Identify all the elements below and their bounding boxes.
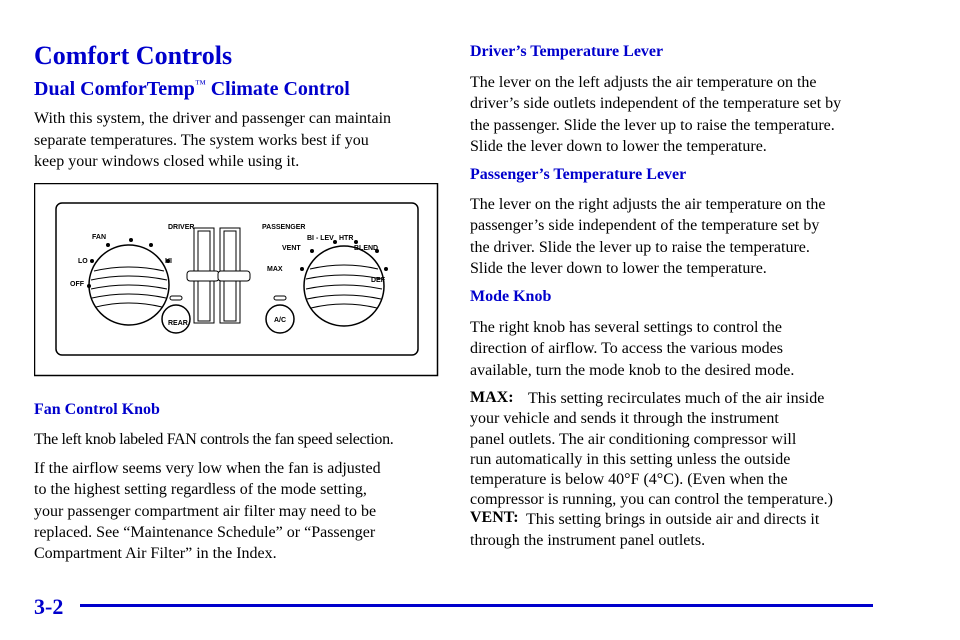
text-line: The lever on the right adjusts the air t… (470, 196, 826, 213)
text-line: through the instrument panel outlets. (470, 532, 706, 550)
text-line: the driver. Slide the lever up to raise … (470, 238, 810, 256)
figure-label: MAX (267, 266, 283, 273)
trademark: ™ (194, 78, 206, 91)
page-number: 3-2 (34, 594, 64, 619)
text-line: driver’s side outlets independent of the… (470, 95, 842, 113)
subtitle-text: Climate Control (210, 78, 350, 100)
ac-button[interactable] (265, 304, 295, 334)
paragraph: The lever on the left adjusts the air te… (470, 72, 841, 157)
text-line: This setting recirculates much of the ai… (528, 390, 825, 407)
text-line: available, turn the mode knob to the des… (470, 361, 795, 379)
text-line: With this system, the driver and passeng… (34, 110, 392, 127)
text-line: replaced. See “Maintenance Schedule” or … (34, 523, 376, 541)
text-line: run automatically in this setting unless… (470, 450, 791, 468)
figure-label: BLEND (354, 245, 378, 252)
figure-label: LO (78, 258, 88, 265)
section-heading: Driver’s Temperature Lever (470, 43, 664, 60)
subtitle: Dual ComforTemp™ Climate Control (34, 78, 350, 101)
paragraph: This setting brings in outside air and d… (470, 509, 819, 552)
paragraph: With this system, the driver and passeng… (34, 108, 391, 173)
text-line: panel outlets. The air conditioning comp… (470, 430, 797, 448)
text-line: The left knob labeled FAN controls the f… (34, 431, 394, 448)
figure-label: HI (165, 258, 172, 265)
text-line: If the airflow seems very low when the f… (34, 460, 381, 477)
text-line: temperature is below 40°F (4°C). (Even w… (470, 471, 788, 489)
text-line: the passenger. Slide the lever up to rai… (470, 116, 835, 134)
paragraph: The right knob has several settings to c… (470, 317, 794, 381)
text-line: your passenger compartment air filter ma… (34, 502, 377, 520)
figure-label: OFF (70, 281, 85, 288)
section-heading: Mode Knob (470, 288, 552, 305)
term: VENT: (470, 509, 519, 526)
text-line: The lever on the left adjusts the air te… (470, 74, 817, 91)
paragraph: The left knob labeled FAN controls the f… (34, 429, 394, 451)
text-line: compressor is running, you can control t… (470, 491, 833, 509)
text-line: Slide the lever down to lower the temper… (470, 259, 767, 277)
climate-control-figure: FAN DRIVER PASSENGER LO HI OFF BI - LEV … (34, 183, 439, 377)
paragraph: The lever on the right adjusts the air t… (470, 194, 825, 279)
figure-label: FAN (92, 234, 106, 241)
text-line: keep your windows closed while using it. (34, 153, 300, 170)
term: MAX: (470, 389, 514, 406)
subtitle-text: Dual ComforTemp (34, 78, 195, 100)
section-heading: Fan Control Knob (34, 401, 160, 418)
figure-label: DEF (371, 277, 386, 284)
text-line: This setting brings in outside air and d… (526, 511, 820, 528)
mode-knob (303, 245, 385, 327)
text-line: to the highest setting regardless of the… (34, 481, 367, 499)
figure-label: VENT (282, 245, 301, 252)
figure-label: BI - LEV (307, 235, 334, 242)
temperature-sliders (186, 227, 251, 324)
paragraph: If the airflow seems very low when the f… (34, 458, 381, 564)
figure-label: HTR (339, 235, 353, 242)
text-line: your vehicle and sends it through the in… (470, 410, 779, 428)
knob-ribs (305, 264, 383, 309)
figure-label: REAR (168, 320, 188, 327)
knob-ribs (90, 266, 168, 308)
text-line: Slide the lever down to lower the temper… (470, 137, 767, 155)
text-line: separate temperatures. The system works … (34, 131, 369, 149)
text-line: passenger’s side independent of the temp… (470, 217, 820, 235)
section-heading: Passenger’s Temperature Lever (470, 166, 687, 183)
paragraph: This setting recirculates much of the ai… (470, 389, 833, 511)
figure-label: DRIVER (168, 224, 194, 231)
title: Comfort Controls (34, 41, 233, 70)
figure-label: A/C (274, 317, 286, 324)
footer-rule (80, 604, 873, 607)
figure-label: PASSENGER (262, 224, 305, 231)
text-line: The right knob has several settings to c… (470, 319, 782, 336)
text-line: Compartment Air Filter” in the Index. (34, 545, 277, 563)
rear-defrost-button[interactable] (161, 304, 191, 334)
text-line: direction of airflow. To access the vari… (470, 340, 784, 358)
